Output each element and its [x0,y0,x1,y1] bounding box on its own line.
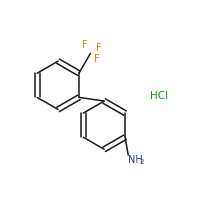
Text: F: F [94,54,100,64]
Text: F: F [82,40,88,50]
Text: 2: 2 [139,159,144,165]
Text: HCl: HCl [150,91,168,101]
Text: NH: NH [128,155,143,165]
Text: F: F [96,43,101,53]
